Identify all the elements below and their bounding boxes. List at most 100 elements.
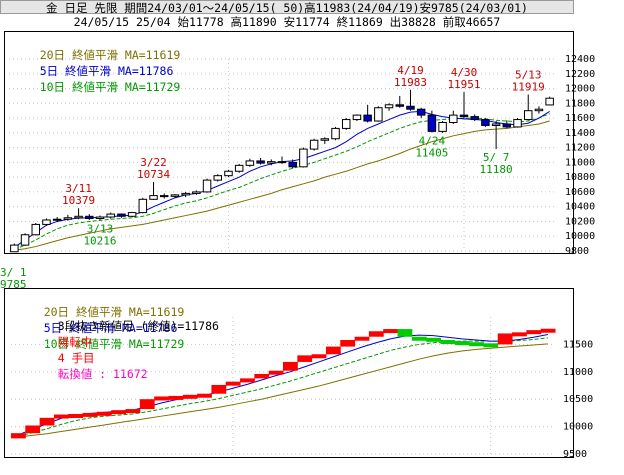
new-price-brick [96, 411, 112, 416]
y-tick-label: 10600 [565, 187, 595, 198]
candle-body [20, 234, 30, 246]
candle-body [267, 161, 276, 164]
title-bar: 金 日足 先限 期間24/03/01〜24/05/15( 50)高11983(2… [0, 0, 574, 15]
candle-body [320, 138, 330, 141]
high-date-annotation: 4/30 [451, 66, 478, 79]
new-price-brick [325, 346, 341, 355]
new-price-brick [440, 340, 456, 345]
candlestick-chart[interactable]: 9800 10000 10200 10400 10600 10800 11000 11200 1… [5, 32, 624, 255]
high-value-annotation: 10734 [137, 168, 170, 181]
candle-body [352, 114, 362, 121]
candle-body [427, 114, 437, 132]
new-price-brick [454, 341, 470, 346]
new-price-brick [469, 342, 484, 347]
candle-body [502, 123, 512, 128]
ma20-line [14, 120, 550, 251]
y-tick-label: 11600 [565, 113, 595, 124]
new-price-brick [297, 355, 313, 362]
new-price-brick [268, 370, 284, 375]
high-date-annotation: 3/11 [65, 182, 92, 195]
candle-body [52, 218, 62, 221]
candle-body [513, 119, 522, 128]
low-date-label: 3/ 1 [0, 266, 27, 279]
reversal-value: 転換値 : 11672 [57, 367, 148, 381]
new-price-panel[interactable]: 9500 10000 10500 11000 11500 4/1 5/1 [4, 288, 593, 459]
new-price-brick [526, 330, 542, 335]
legend-ma20-lower: 20日 終値平滑 MA=11619 [43, 305, 185, 319]
candle-body [213, 175, 223, 181]
new-price-info: 3段抜き新値足 (終値)=11786 陽転中 4 手目 転換値 : 11672 [30, 304, 219, 396]
new-price-chart[interactable]: 9500 10000 10500 11000 11500 4/1 5/1 [5, 289, 624, 459]
low-value-annotation: 10216 [83, 234, 116, 247]
y-tick-label: 12200 [565, 69, 595, 80]
legend-ma10: 10日 終値平滑 MA=11729 [39, 80, 181, 94]
low-date-annotation: 5/ 7 [483, 151, 510, 164]
new-price-brick [154, 396, 169, 401]
new-price-label: 3段抜き新値足 (終値)=11786 [57, 319, 219, 333]
candle-body [545, 97, 554, 106]
candle-body [277, 161, 287, 164]
y-tick-label: 10400 [565, 202, 595, 213]
candle-body [192, 191, 201, 194]
new-price-brick [311, 354, 327, 359]
candle-body [288, 161, 297, 168]
high-value-annotation: 11951 [447, 78, 480, 91]
new-price-brick [383, 329, 399, 334]
new-price-brick [182, 394, 198, 399]
low-value-label: 9785 [0, 278, 27, 291]
candle-body [181, 192, 190, 196]
trend-state: 陽転中 [57, 335, 93, 349]
new-price-brick [125, 409, 141, 414]
new-price-brick [340, 340, 356, 347]
candle-body [202, 179, 212, 193]
candle-body [309, 139, 319, 150]
high-value-annotation: 11919 [512, 81, 545, 94]
new-price-brick [111, 410, 127, 415]
x-tick-label: 5/1 [485, 458, 503, 459]
new-price-brick [68, 413, 84, 418]
candle-body [256, 160, 265, 164]
new-price-brick [283, 361, 298, 371]
candle-body [224, 170, 233, 177]
new-price-brick [139, 399, 155, 410]
new-price-brick [483, 343, 499, 348]
new-price-brick [512, 332, 527, 337]
candle-body [117, 213, 126, 217]
x-tick-label: 4/1 [227, 458, 245, 459]
new-price-brick [354, 336, 370, 341]
legend-upper: 20日 終値平滑 MA=11619 5日 終値平滑 MA=11786 10日 終… [12, 33, 181, 109]
y-tick-label: 11000 [565, 157, 595, 168]
candle-body [234, 164, 244, 172]
low-value-annotation: 11405 [415, 146, 448, 159]
new-price-brick [411, 336, 427, 341]
high-value-annotation: 11983 [394, 76, 427, 89]
y-tick-label: 12000 [565, 84, 595, 95]
high-date-annotation: 4/19 [397, 64, 424, 77]
new-price-brick [11, 433, 26, 439]
candle-body [438, 122, 447, 132]
candle-body [159, 195, 169, 198]
candle-body [416, 108, 426, 116]
y-tick-label: 11200 [565, 143, 595, 154]
candle-body [170, 194, 180, 197]
candle-body [138, 198, 148, 214]
new-price-brick [497, 333, 513, 345]
y-tick-label: 10500 [563, 394, 593, 405]
candle-body [149, 195, 158, 200]
candle-body [63, 217, 73, 220]
y-tick-label: 10000 [563, 422, 593, 433]
y-tick-label: 10800 [565, 172, 595, 183]
step-count: 4 手目 [57, 351, 95, 365]
candle-body [363, 114, 372, 122]
candle-body [470, 116, 479, 121]
legend-ma5-lower: 5日 終値平滑 MA=11786 [43, 321, 178, 335]
low-value-annotation: 11180 [480, 163, 513, 176]
candlestick-panel[interactable]: 9800 10000 10200 10400 10600 10800 11000 11200 1… [4, 31, 595, 255]
candle-body [481, 119, 490, 126]
candle-body [491, 123, 501, 126]
ohlc-summary: 24/05/15 25/04 始11778 高11890 安11774 終118… [73, 15, 501, 29]
y-tick-label: 9800 [565, 246, 589, 255]
legend-ma5: 5日 終値平滑 MA=11786 [39, 64, 174, 78]
new-price-brick [211, 384, 227, 394]
y-tick-label: 10000 [565, 231, 595, 242]
